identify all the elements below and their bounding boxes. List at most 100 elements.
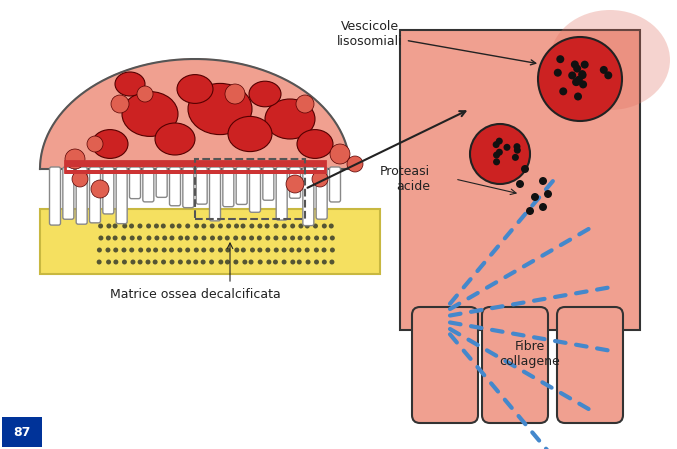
Circle shape [225,260,230,264]
Circle shape [121,247,127,252]
Ellipse shape [155,123,195,155]
Circle shape [290,260,295,264]
Circle shape [531,193,539,201]
Circle shape [322,247,326,252]
Circle shape [496,137,503,145]
FancyBboxPatch shape [330,167,341,202]
Circle shape [201,224,206,229]
Circle shape [137,235,142,241]
Circle shape [177,224,181,229]
Circle shape [97,260,102,264]
Circle shape [170,224,175,229]
Circle shape [209,260,214,264]
Ellipse shape [115,72,145,96]
FancyBboxPatch shape [89,167,100,223]
Circle shape [305,247,309,252]
Circle shape [581,61,589,69]
Circle shape [521,165,529,173]
Circle shape [493,158,500,165]
Ellipse shape [249,81,281,107]
Circle shape [322,235,327,241]
Circle shape [98,235,104,241]
Circle shape [194,247,199,252]
Circle shape [161,224,166,229]
Circle shape [470,124,530,184]
Circle shape [123,224,127,229]
Circle shape [186,260,191,264]
Text: Matrice ossea decalcificata: Matrice ossea decalcificata [110,287,280,300]
Circle shape [296,95,314,113]
Circle shape [504,144,510,151]
Circle shape [240,224,246,229]
FancyBboxPatch shape [63,167,74,219]
Circle shape [299,224,303,229]
FancyBboxPatch shape [250,167,261,212]
Circle shape [217,235,223,241]
Circle shape [257,247,263,252]
FancyBboxPatch shape [169,167,181,206]
FancyBboxPatch shape [77,167,87,224]
Circle shape [194,224,199,229]
Circle shape [106,224,112,229]
Circle shape [265,235,270,241]
Ellipse shape [228,116,272,152]
Text: Proteasi
acide: Proteasi acide [380,165,430,193]
Circle shape [162,235,167,241]
Circle shape [249,235,254,241]
Circle shape [290,224,295,229]
Circle shape [98,224,103,229]
Circle shape [568,71,576,79]
Circle shape [274,247,279,252]
Text: Fibre
collagene: Fibre collagene [500,340,561,368]
Circle shape [579,80,587,88]
FancyBboxPatch shape [209,167,221,221]
Circle shape [574,92,582,101]
Circle shape [153,247,158,252]
FancyBboxPatch shape [223,167,234,207]
FancyBboxPatch shape [116,167,127,224]
Circle shape [526,207,534,215]
Circle shape [544,190,552,198]
Circle shape [514,147,521,154]
Circle shape [250,247,255,252]
Ellipse shape [188,84,252,135]
Circle shape [225,247,230,252]
Circle shape [274,224,278,229]
Polygon shape [40,59,350,169]
Circle shape [193,260,198,264]
Circle shape [122,260,127,264]
Bar [65,162,325,167]
Circle shape [91,180,109,198]
FancyBboxPatch shape [263,167,274,200]
Circle shape [225,235,230,241]
Circle shape [605,71,612,79]
Circle shape [185,224,190,229]
Circle shape [234,247,239,252]
FancyBboxPatch shape [236,167,247,204]
Circle shape [573,65,581,73]
Ellipse shape [550,10,670,110]
FancyBboxPatch shape [557,307,623,423]
Circle shape [314,235,319,241]
FancyBboxPatch shape [2,417,42,447]
Circle shape [169,260,175,264]
Circle shape [330,260,334,264]
Ellipse shape [177,75,213,103]
Ellipse shape [265,99,315,139]
Circle shape [538,37,622,121]
Circle shape [177,247,182,252]
FancyBboxPatch shape [290,167,301,198]
Circle shape [178,260,183,264]
Circle shape [106,260,111,264]
Circle shape [146,260,150,264]
Circle shape [314,247,319,252]
Circle shape [575,76,583,84]
Circle shape [516,180,524,188]
FancyBboxPatch shape [276,167,287,220]
Circle shape [312,171,328,187]
Circle shape [322,224,327,229]
Circle shape [218,224,223,229]
Circle shape [138,247,143,252]
Circle shape [305,235,311,241]
Circle shape [289,247,294,252]
